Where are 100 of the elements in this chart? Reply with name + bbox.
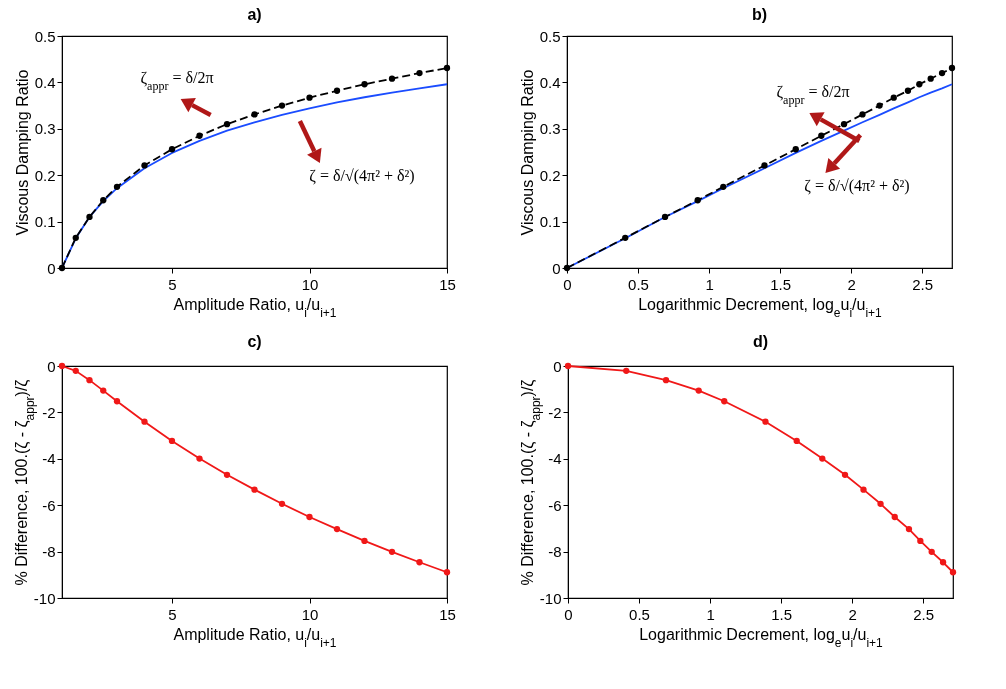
y-tick-label: -6 (548, 496, 562, 514)
y-tick-label: 0 (552, 259, 561, 277)
point (841, 471, 849, 478)
point (694, 197, 701, 204)
point (278, 500, 286, 507)
point (662, 377, 670, 384)
point (168, 146, 176, 153)
point (113, 398, 121, 405)
x-tick-label: 2.5 (912, 275, 934, 293)
x-tick-label: 1 (705, 275, 714, 293)
y-tick-label: -8 (548, 543, 562, 561)
point (859, 111, 866, 118)
point (927, 75, 934, 82)
y-tick-label: 0.3 (34, 120, 56, 138)
point (720, 183, 727, 190)
y-tick-label: 0 (553, 357, 562, 375)
point (223, 121, 231, 128)
annotation: ζ$_{appr}$ = δ/2π (140, 69, 214, 93)
y-tick-label: 0.2 (539, 166, 561, 184)
point (762, 418, 769, 425)
point (904, 87, 912, 94)
annotation: ζ = δ/√(4π² + δ²) (309, 167, 415, 185)
point (72, 367, 79, 375)
point (928, 548, 935, 555)
x-tick-label: 2 (848, 605, 857, 623)
point (251, 111, 258, 118)
point (623, 367, 630, 375)
y-tick-label: -10 (33, 589, 56, 607)
y-tick-label: 0 (47, 357, 56, 375)
y-tick-label: 0.5 (34, 27, 56, 45)
y-tick-label: 0 (47, 259, 56, 277)
point (86, 213, 93, 221)
point (949, 569, 957, 576)
y-tick-label: -10 (539, 589, 562, 607)
x-tick-label: 2.5 (913, 605, 935, 623)
y-tick-label: -4 (42, 450, 56, 468)
x-axis-title: Amplitude Ratio, u$_{i}$/u$_{i+1}$ (173, 295, 337, 320)
point (622, 234, 629, 241)
point (278, 102, 286, 109)
x-tick-label: 0 (564, 605, 573, 623)
point (840, 121, 848, 128)
point (361, 537, 368, 545)
point (100, 197, 107, 204)
y-tick-label: 0.4 (539, 73, 561, 91)
point (860, 486, 867, 493)
point (443, 569, 451, 576)
x-axis-title: Amplitude Ratio, u$_{i}$/u$_{i+1}$ (173, 625, 337, 650)
annotation: ζ = δ/√(4π² + δ²) (804, 177, 910, 195)
point (939, 559, 947, 566)
x-tick-label: 0.5 (629, 605, 650, 623)
point (876, 102, 883, 109)
point (388, 75, 396, 82)
y-axis-title: Viscous Damping Ratio (518, 69, 536, 236)
point (251, 486, 258, 493)
y-axis-title: Viscous Damping Ratio (13, 69, 31, 236)
point (100, 387, 107, 394)
point (695, 387, 702, 394)
x-tick-label: 1.5 (771, 605, 793, 623)
x-tick-label: 15 (439, 275, 456, 293)
point (891, 513, 898, 521)
chart-title: c) (247, 333, 262, 351)
point (792, 146, 799, 153)
point (443, 64, 451, 72)
point (761, 162, 768, 169)
point (168, 437, 176, 445)
y-tick-label: 0.5 (539, 27, 561, 45)
x-tick-label: 15 (439, 605, 456, 623)
y-tick-label: 0.4 (34, 73, 56, 91)
point (333, 525, 341, 533)
x-tick-label: 5 (168, 275, 177, 293)
point (113, 183, 121, 190)
point (196, 132, 203, 139)
point (196, 455, 203, 462)
point (877, 500, 884, 507)
point (948, 64, 956, 72)
point (905, 525, 913, 533)
point (86, 377, 93, 384)
point (917, 537, 924, 545)
y-tick-label: -4 (548, 450, 562, 468)
x-tick-label: 1.5 (770, 275, 792, 293)
y-tick-label: 0.3 (539, 120, 561, 138)
chart-title: d) (752, 333, 769, 351)
point (388, 548, 396, 555)
point (361, 81, 368, 88)
point (819, 455, 826, 462)
point (916, 81, 923, 88)
x-tick-label: 5 (168, 605, 177, 623)
y-tick-label: -8 (42, 543, 56, 561)
x-tick-label: 0.5 (628, 275, 649, 293)
y-tick-label: 0.1 (539, 213, 561, 231)
point (661, 213, 669, 221)
point (306, 513, 313, 521)
y-tick-label: -6 (42, 496, 56, 514)
x-tick-label: 2 (847, 275, 856, 293)
point (141, 162, 148, 169)
point (793, 437, 800, 445)
x-axis-title: Logarithmic Decrement, log$_{e}$u$_{i}$/u$_{i+1}$ (639, 625, 884, 650)
point (306, 94, 313, 101)
point (938, 69, 946, 77)
y-tick-label: 0.2 (34, 166, 56, 184)
